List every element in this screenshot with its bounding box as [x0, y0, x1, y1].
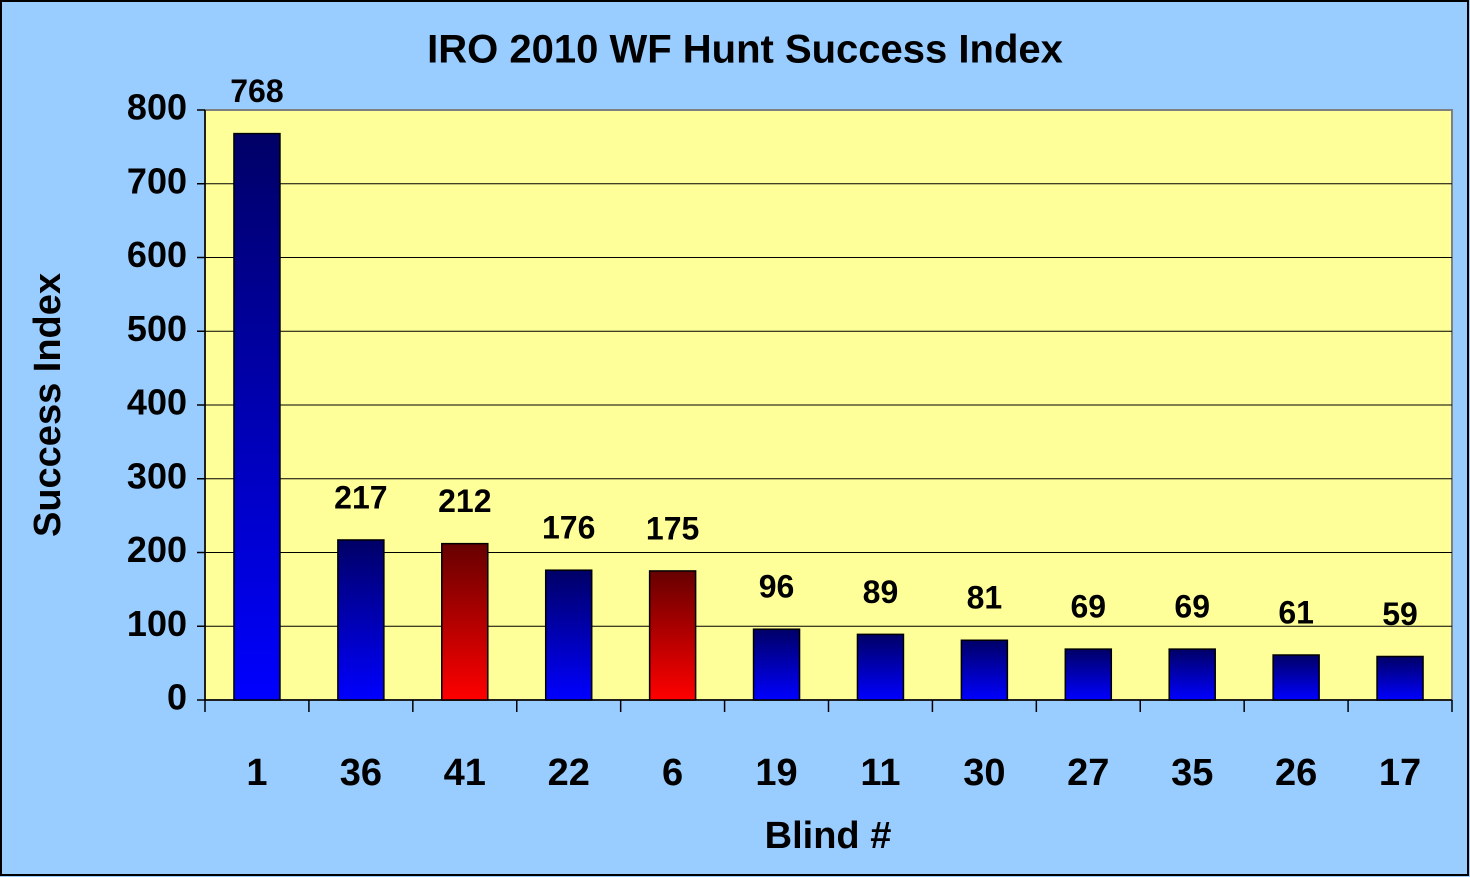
x-tick-label: 27: [1067, 752, 1109, 794]
y-tick-label: 400: [127, 382, 187, 423]
data-label: 69: [1174, 589, 1210, 625]
x-tick-label: 6: [662, 752, 683, 794]
x-axis-title: Blind #: [765, 815, 892, 857]
data-label: 217: [334, 479, 387, 515]
x-tick-label: 26: [1275, 752, 1317, 794]
data-label: 89: [863, 574, 899, 610]
x-tick-label: 22: [548, 752, 590, 794]
bar-shade: [1377, 656, 1424, 700]
x-tick-label: 35: [1171, 752, 1213, 794]
data-label: 96: [759, 569, 795, 605]
x-tick-label: 36: [340, 752, 382, 794]
data-label: 59: [1382, 596, 1418, 632]
bar-shade: [1273, 655, 1320, 700]
bar-shade: [545, 570, 592, 700]
data-label: 69: [1070, 589, 1106, 625]
y-tick-label: 500: [127, 308, 187, 349]
x-tick-label: 17: [1379, 752, 1421, 794]
bar-shade: [1169, 649, 1216, 700]
bar-shade: [337, 539, 384, 700]
data-label: 212: [438, 483, 491, 519]
bar-shade: [441, 543, 488, 700]
x-tick-label: 11: [860, 752, 900, 794]
y-tick-label: 800: [127, 87, 187, 128]
data-label: 176: [542, 510, 595, 546]
bar-shade: [1065, 649, 1112, 700]
y-tick-label: 200: [127, 529, 187, 570]
y-axis-title: Success Index: [27, 273, 69, 537]
data-label: 175: [646, 510, 699, 546]
x-tick-label: 19: [755, 752, 797, 794]
y-tick-label: 0: [167, 677, 187, 718]
data-label: 81: [967, 580, 1003, 616]
chart-title: IRO 2010 WF Hunt Success Index: [427, 28, 1063, 72]
bar-shade: [961, 640, 1008, 700]
x-tick-label: 1: [246, 752, 267, 794]
x-tick-label: 41: [444, 752, 486, 794]
y-tick-label: 700: [127, 160, 187, 201]
bar-shade: [649, 570, 696, 700]
bar-shade: [857, 634, 904, 700]
y-tick-label: 100: [127, 603, 187, 644]
bar-shade: [233, 133, 280, 701]
x-tick-label: 30: [963, 752, 1005, 794]
y-tick-label: 600: [127, 234, 187, 275]
data-label: 61: [1278, 594, 1314, 630]
data-label: 768: [230, 73, 283, 109]
bar-shade: [753, 629, 800, 700]
y-tick-label: 300: [127, 455, 187, 496]
